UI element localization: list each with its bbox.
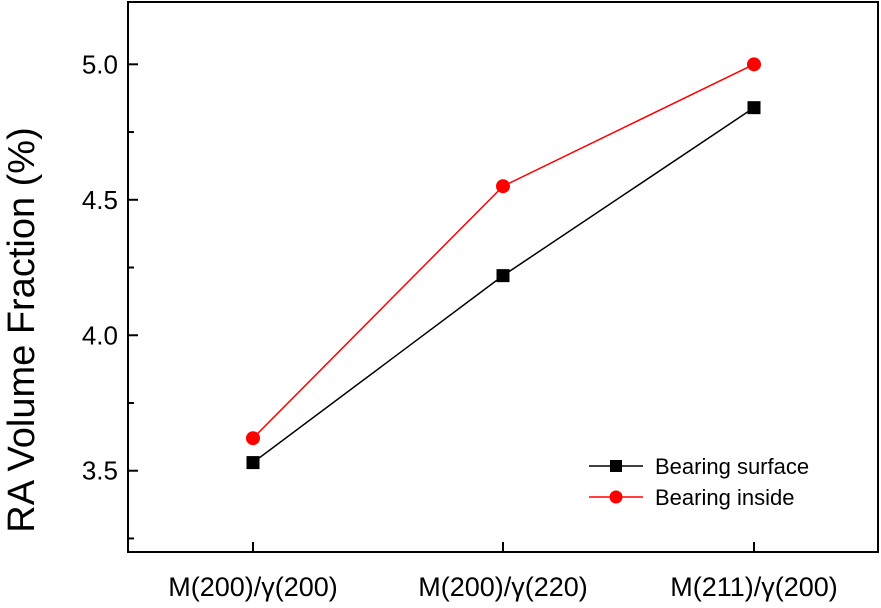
- legend-label: Bearing inside: [655, 485, 794, 510]
- data-point-square: [747, 101, 761, 115]
- series-line: [252, 107, 755, 464]
- data-point-square: [496, 269, 510, 283]
- legend-label: Bearing surface: [655, 454, 809, 479]
- y-tick-label: 5.0: [82, 49, 118, 79]
- series-layer: [246, 57, 761, 470]
- data-point-circle: [246, 431, 260, 446]
- y-axis: 3.5 4.0 4.5 5.0: [82, 49, 138, 540]
- series-2: [246, 57, 761, 446]
- series-1: [246, 101, 761, 470]
- y-axis-label: RA Volume Fraction (%): [1, 127, 43, 532]
- x-axis: M(200)/γ(200) M(200)/γ(220) M(211)/γ(200): [168, 542, 838, 602]
- y-tick-label: 3.5: [82, 456, 118, 486]
- x-tick-label: M(211)/γ(200): [670, 572, 838, 602]
- x-tick-label: M(200)/γ(200): [168, 572, 338, 602]
- y-tick-label: 4.0: [82, 320, 118, 350]
- x-tick-label: M(200)/γ(220): [418, 572, 588, 602]
- legend-marker-square: [610, 460, 622, 472]
- data-point-square: [246, 456, 260, 470]
- legend-item: Bearing inside: [589, 485, 794, 510]
- series-line: [252, 63, 755, 439]
- y-tick-label: 4.5: [82, 185, 118, 215]
- legend: Bearing surface Bearing inside: [589, 454, 809, 510]
- data-point-circle: [747, 57, 761, 72]
- legend-item: Bearing surface: [589, 454, 809, 479]
- data-point-circle: [496, 179, 510, 194]
- legend-marker-circle: [609, 490, 623, 504]
